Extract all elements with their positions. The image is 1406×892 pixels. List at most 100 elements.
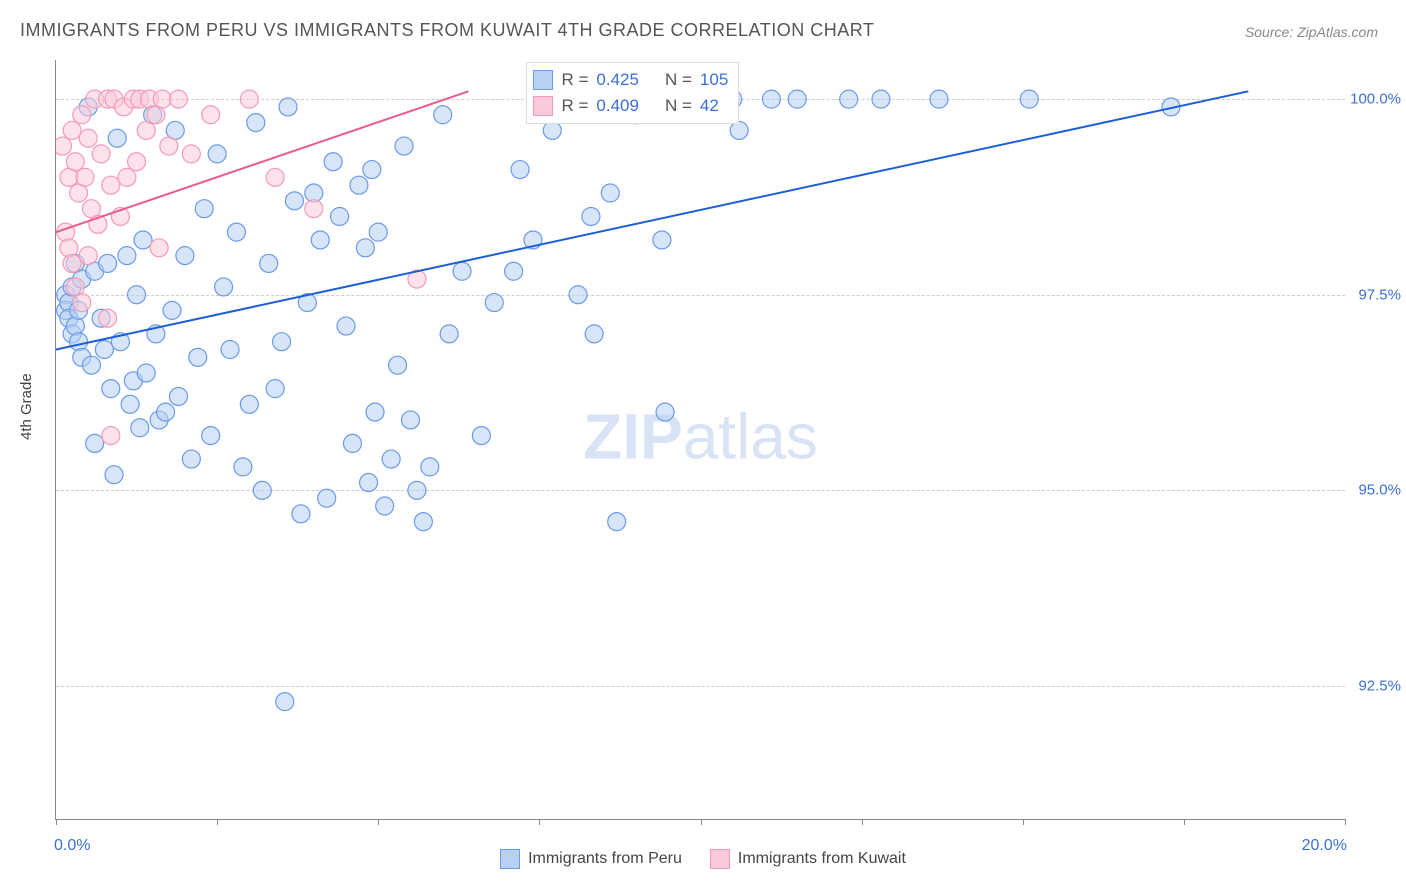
data-point	[73, 294, 91, 312]
legend-swatch	[533, 70, 553, 90]
data-point	[118, 247, 136, 265]
data-point	[63, 254, 81, 272]
data-point	[134, 231, 152, 249]
data-point	[66, 153, 84, 171]
stats-legend-row: R =0.409N =42	[533, 93, 728, 119]
data-point	[76, 168, 94, 186]
legend-bottom: Immigrants from Peru Immigrants from Kuwa…	[0, 849, 1406, 874]
data-point	[79, 247, 97, 265]
y-tick-label: 95.0%	[1358, 482, 1401, 499]
data-point	[66, 317, 84, 335]
data-point	[169, 90, 187, 108]
data-point	[730, 121, 748, 139]
data-point	[215, 278, 233, 296]
data-point	[95, 341, 113, 359]
data-point	[102, 380, 120, 398]
plot-svg	[56, 60, 1345, 819]
y-tick-label: 97.5%	[1358, 286, 1401, 303]
data-point	[137, 364, 155, 382]
data-point	[266, 380, 284, 398]
stat-r-label: R =	[561, 67, 588, 93]
data-point	[585, 325, 603, 343]
x-tick	[217, 819, 218, 825]
data-point	[382, 450, 400, 468]
legend-swatch	[710, 849, 730, 869]
data-point	[56, 137, 71, 155]
data-point	[202, 427, 220, 445]
data-point	[414, 513, 432, 531]
stat-n-label: N =	[665, 67, 692, 93]
data-point	[656, 403, 674, 421]
data-point	[369, 223, 387, 241]
data-point	[292, 505, 310, 523]
data-point	[60, 239, 78, 257]
data-point	[608, 513, 626, 531]
data-point	[108, 129, 126, 147]
data-point	[247, 114, 265, 132]
data-point	[73, 106, 91, 124]
data-point	[318, 489, 336, 507]
x-tick	[1184, 819, 1185, 825]
data-point	[366, 403, 384, 421]
data-point	[395, 137, 413, 155]
data-point	[582, 207, 600, 225]
data-point	[63, 121, 81, 139]
data-point	[266, 168, 284, 186]
data-point	[305, 200, 323, 218]
data-point	[376, 497, 394, 515]
legend-label: Immigrants from Peru	[528, 850, 682, 868]
data-point	[653, 231, 671, 249]
data-point	[930, 90, 948, 108]
stats-legend-row: R = 0.425 N = 105	[533, 67, 728, 93]
data-point	[324, 153, 342, 171]
data-point	[279, 98, 297, 116]
data-point	[840, 90, 858, 108]
data-point	[208, 145, 226, 163]
data-point	[285, 192, 303, 210]
data-point	[182, 450, 200, 468]
data-point	[253, 481, 271, 499]
data-point	[227, 223, 245, 241]
stat-r-value: 0.425	[596, 67, 639, 93]
x-tick	[56, 819, 57, 825]
legend-swatch	[500, 849, 520, 869]
legend-label: Immigrants from Kuwait	[738, 850, 906, 868]
data-point	[163, 301, 181, 319]
data-point	[202, 106, 220, 124]
data-point	[240, 395, 258, 413]
data-point	[472, 427, 490, 445]
x-tick	[378, 819, 379, 825]
data-point	[105, 466, 123, 484]
stat-r-label: R =	[561, 93, 588, 119]
data-point	[350, 176, 368, 194]
data-point	[337, 317, 355, 335]
stat-n-label: N =	[665, 93, 692, 119]
data-point	[128, 286, 146, 304]
data-point	[182, 145, 200, 163]
data-point	[311, 231, 329, 249]
chart-title: IMMIGRANTS FROM PERU VS IMMIGRANTS FROM …	[20, 20, 874, 41]
data-point	[872, 90, 890, 108]
data-point	[131, 419, 149, 437]
data-point	[440, 325, 458, 343]
data-point	[511, 161, 529, 179]
data-point	[260, 254, 278, 272]
data-point	[92, 145, 110, 163]
data-point	[102, 427, 120, 445]
data-point	[601, 184, 619, 202]
y-axis-label: 4th Grade	[18, 373, 35, 440]
x-tick	[701, 819, 702, 825]
data-point	[82, 356, 100, 374]
data-point	[137, 121, 155, 139]
stat-n-value: 105	[700, 67, 728, 93]
y-tick-label: 100.0%	[1350, 91, 1401, 108]
legend-item: Immigrants from Kuwait	[710, 849, 906, 869]
x-tick	[1345, 819, 1346, 825]
data-point	[153, 90, 171, 108]
data-point	[276, 693, 294, 711]
data-point	[70, 333, 88, 351]
data-point	[505, 262, 523, 280]
data-point	[356, 239, 374, 257]
data-point	[195, 200, 213, 218]
trend-line	[56, 91, 1248, 349]
